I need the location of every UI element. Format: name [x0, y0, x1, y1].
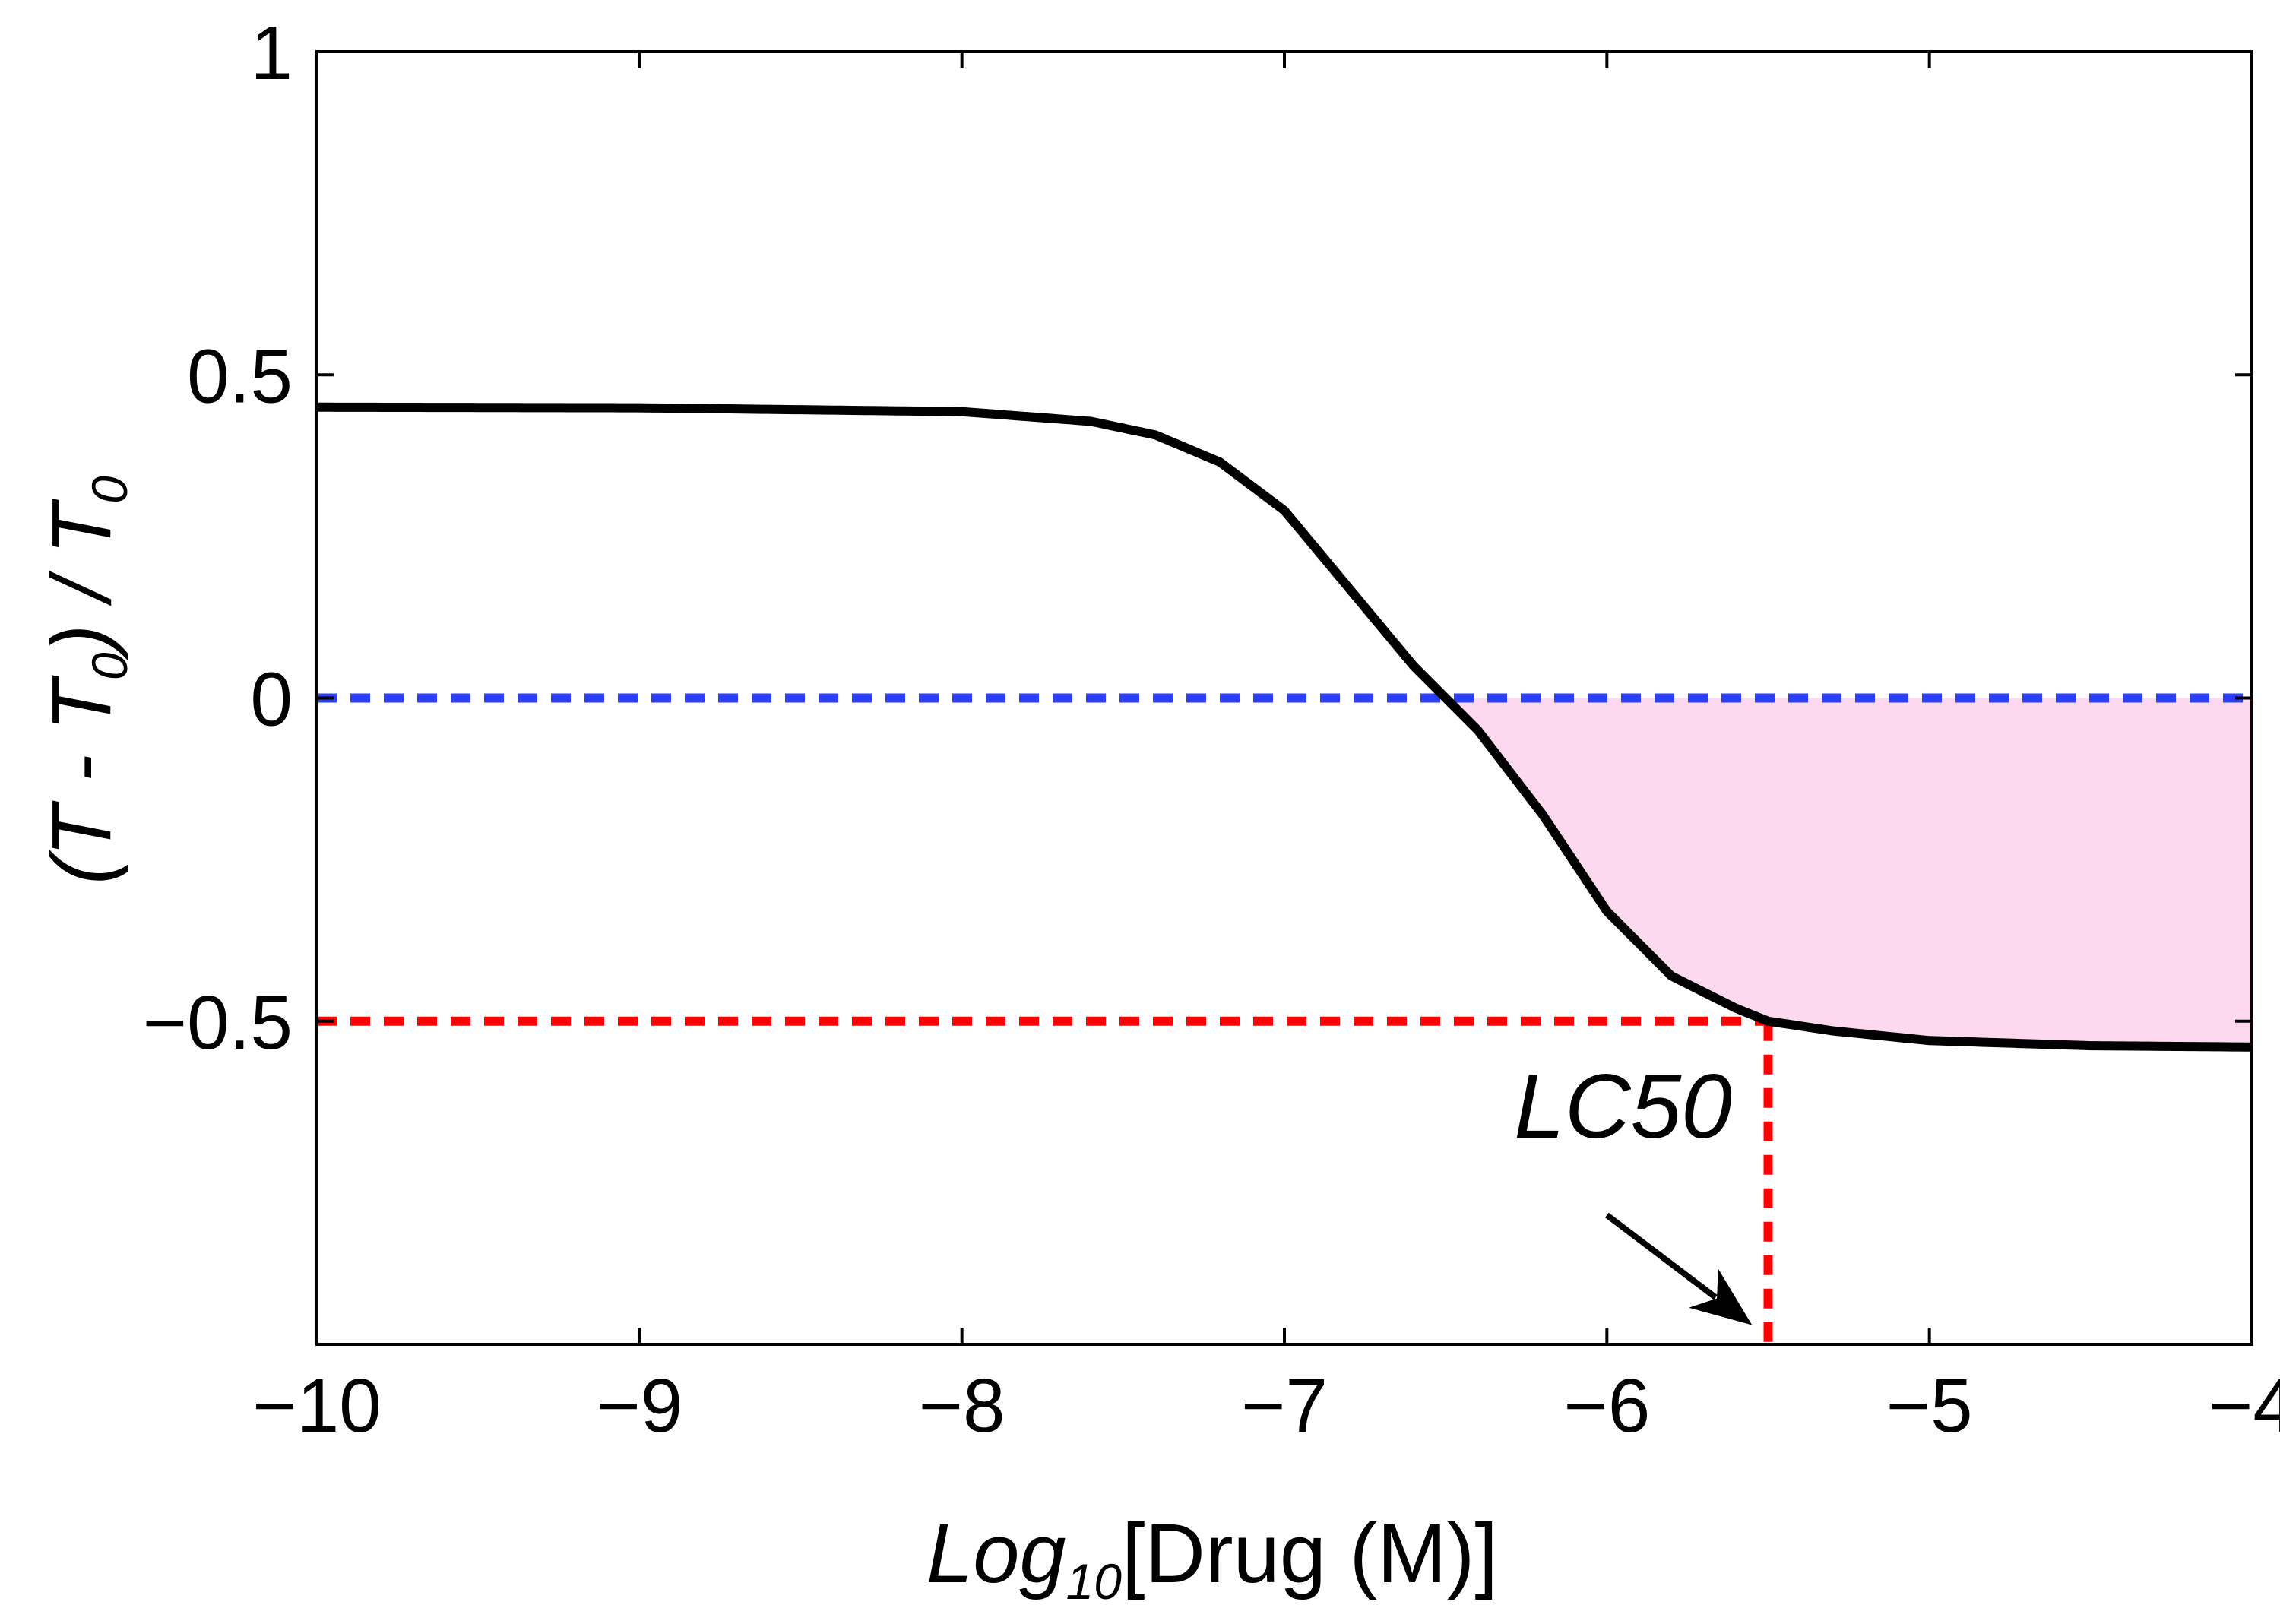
annotation-arrow-head	[1689, 1268, 1753, 1325]
y-axis-label-sub1: 0	[81, 652, 138, 680]
y-tick-label: 0.5	[187, 334, 293, 419]
x-tick-label: −7	[1241, 1363, 1328, 1448]
x-axis-ticks: −10 −9 −8 −7 −6 −5 −4	[252, 52, 2280, 1448]
y-axis-label-part2: ) / T	[35, 499, 128, 660]
dose-response-curve	[316, 402, 2253, 1052]
annotations: LC50	[1514, 1056, 1753, 1325]
y-axis-label-sub2: 0	[81, 476, 138, 504]
x-axis-label-rest: [Drug (M)]	[1122, 1507, 1498, 1600]
x-tick-label: −5	[1886, 1363, 1973, 1448]
shaded-region	[1446, 698, 2252, 1047]
annotation-label: LC50	[1514, 1056, 1732, 1157]
x-axis-label-main: Log	[926, 1507, 1066, 1600]
y-axis-label: (T - T0) / T0	[35, 476, 138, 885]
y-tick-label: 0	[250, 657, 293, 742]
x-tick-label: −6	[1563, 1363, 1650, 1448]
x-axis-label-subscript: 10	[1066, 1553, 1123, 1610]
y-tick-label: 1	[250, 11, 293, 96]
x-tick-label: −10	[252, 1363, 382, 1448]
annotation-arrow-shaft	[1604, 1212, 1718, 1300]
x-axis-label: Log10[Drug (M)]	[926, 1507, 1498, 1610]
x-tick-label: −4	[2209, 1363, 2280, 1448]
x-tick-label: −8	[919, 1363, 1005, 1448]
curve-line	[316, 402, 2253, 1052]
reference-lines	[317, 693, 2252, 1344]
x-tick-label: −9	[596, 1363, 682, 1448]
shaded-area	[1446, 698, 2252, 1047]
y-axis-ticks: −0.5 0 0.5 1	[143, 11, 2252, 1065]
y-axis-label-part1: (T - T	[35, 675, 128, 885]
y-tick-label: −0.5	[143, 980, 293, 1065]
